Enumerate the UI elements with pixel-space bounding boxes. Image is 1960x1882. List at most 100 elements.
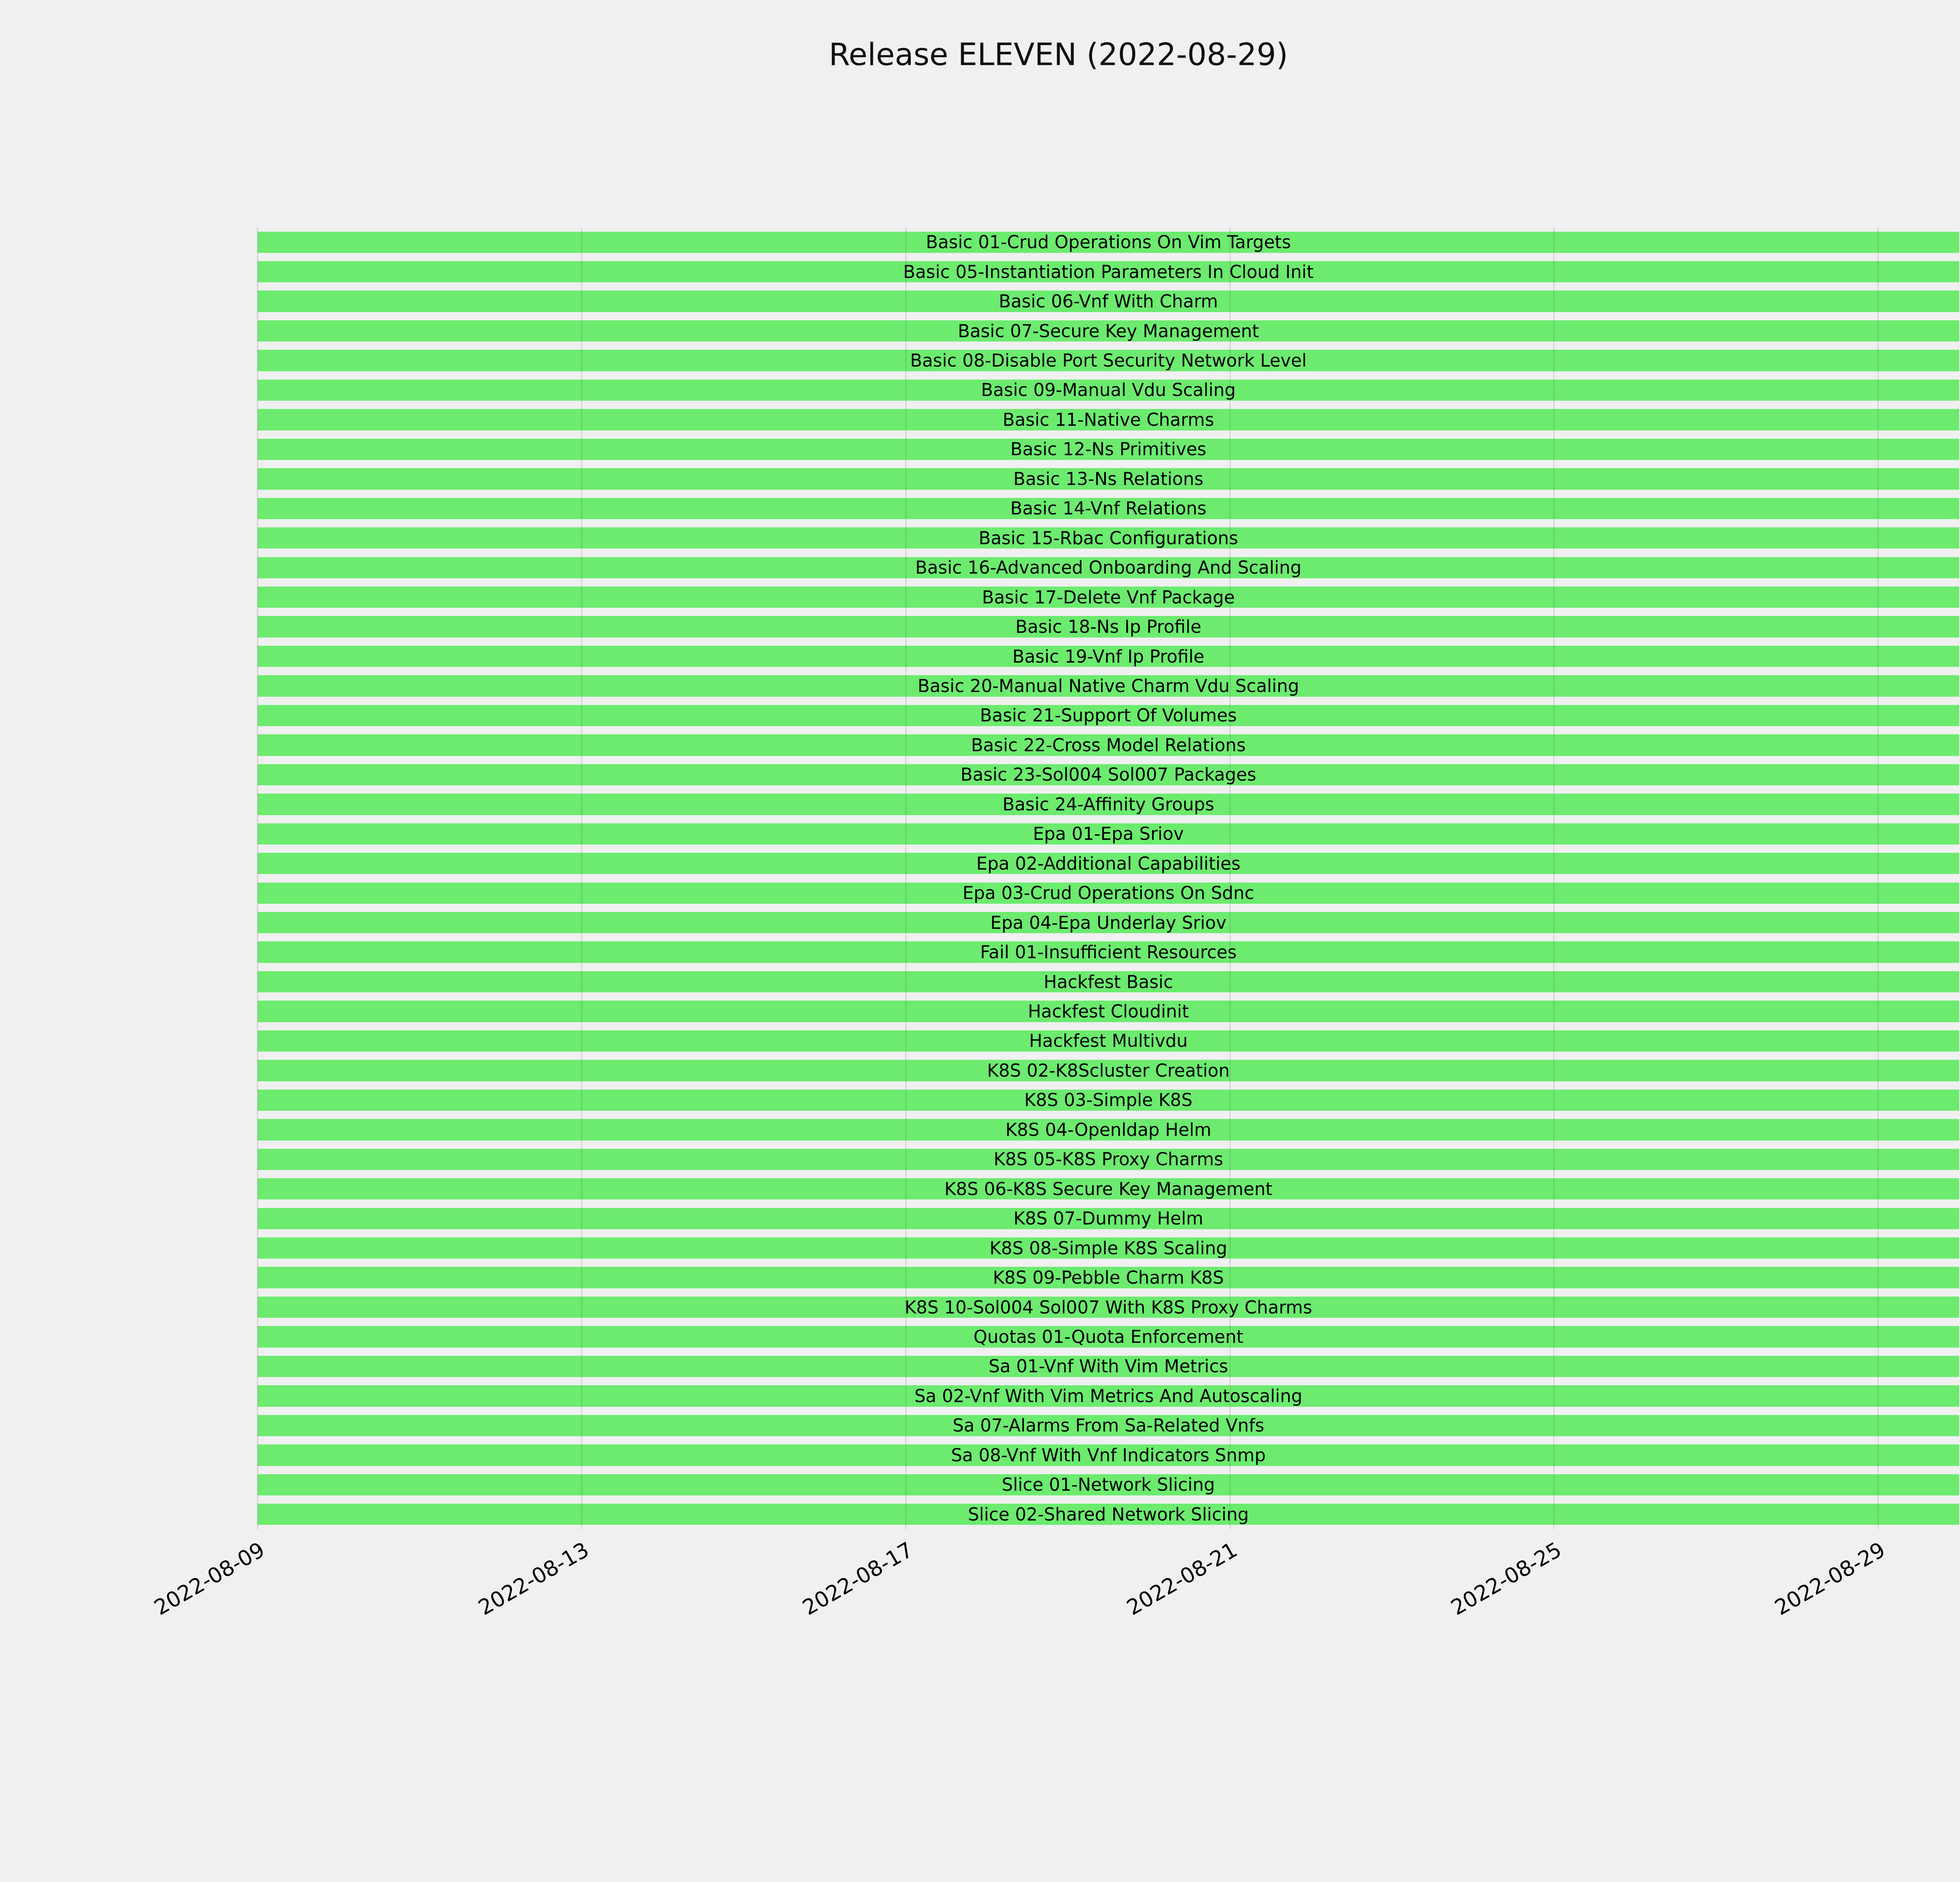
gantt-bar-label: Hackfest Basic: [1044, 971, 1173, 992]
gantt-bar: Sa 08-Vnf With Vnf Indicators Snmp: [258, 1444, 1959, 1466]
gantt-bar-label: Basic 11-Native Charms: [1002, 409, 1214, 430]
gridline-x: [581, 227, 583, 1529]
gantt-bar: K8S 09-Pebble Charm K8S: [258, 1267, 1959, 1288]
gantt-bar: Basic 19-Vnf Ip Profile: [258, 645, 1959, 667]
gantt-bar-label: Hackfest Multivdu: [1029, 1030, 1188, 1052]
gantt-bar-label: K8S 03-Simple K8S: [1024, 1090, 1193, 1111]
gantt-bar-label: Quotas 01-Quota Enforcement: [973, 1326, 1243, 1348]
x-tick-label: 2022-08-21: [1122, 1537, 1241, 1620]
gantt-bar-label: Sa 07-Alarms From Sa-Related Vnfs: [952, 1415, 1265, 1436]
gantt-bar: K8S 04-Openldap Helm: [258, 1119, 1959, 1141]
gridline-x: [257, 227, 258, 1529]
gantt-bar: Basic 09-Manual Vdu Scaling: [258, 379, 1959, 401]
gantt-bar-label: Sa 08-Vnf With Vnf Indicators Snmp: [951, 1444, 1266, 1466]
gantt-bar-label: Basic 13-Ns Relations: [1013, 468, 1203, 489]
x-tick-label: 2022-08-29: [1770, 1537, 1890, 1620]
gantt-bar: K8S 07-Dummy Helm: [258, 1208, 1959, 1229]
gantt-bar-label: Basic 01-Crud Operations On Vim Targets: [926, 232, 1291, 253]
gantt-bar-label: K8S 09-Pebble Charm K8S: [993, 1267, 1224, 1288]
gantt-bar-label: Basic 17-Delete Vnf Package: [982, 587, 1235, 608]
gantt-bar: Sa 02-Vnf With Vim Metrics And Autoscali…: [258, 1385, 1959, 1407]
gantt-bar-label: Basic 23-Sol004 Sol007 Packages: [960, 764, 1256, 785]
gantt-bar-label: K8S 10-Sol004 Sol007 With K8S Proxy Char…: [904, 1297, 1312, 1318]
x-tick-label: 2022-08-09: [150, 1537, 269, 1620]
gantt-bar: Hackfest Cloudinit: [258, 1001, 1959, 1022]
gantt-bar: Epa 02-Additional Capabilities: [258, 853, 1959, 874]
gantt-bar-label: Basic 07-Secure Key Management: [958, 320, 1259, 342]
gantt-bar-label: Basic 15-Rbac Configurations: [978, 527, 1238, 549]
gantt-bar: Basic 05-Instantiation Parameters In Clo…: [258, 261, 1959, 283]
gantt-bar-label: Basic 08-Disable Port Security Network L…: [910, 350, 1307, 371]
gantt-bar: Basic 22-Cross Model Relations: [258, 734, 1959, 756]
gantt-bar: Basic 12-Ns Primitives: [258, 438, 1959, 460]
gantt-bar: Basic 08-Disable Port Security Network L…: [258, 350, 1959, 371]
gantt-bar: K8S 10-Sol004 Sol007 With K8S Proxy Char…: [258, 1296, 1959, 1318]
gantt-bar: Basic 17-Delete Vnf Package: [258, 587, 1959, 608]
gridline-x: [1229, 227, 1231, 1529]
gantt-bar: Basic 14-Vnf Relations: [258, 498, 1959, 519]
gantt-bar: K8S 03-Simple K8S: [258, 1089, 1959, 1111]
gantt-bar: Basic 24-Affinity Groups: [258, 794, 1959, 815]
gantt-bar: Basic 23-Sol004 Sol007 Packages: [258, 764, 1959, 786]
gantt-bar: Epa 04-Epa Underlay Sriov: [258, 912, 1959, 934]
gantt-bar-label: Epa 02-Additional Capabilities: [976, 853, 1241, 874]
gantt-bar-label: Basic 12-Ns Primitives: [1010, 439, 1207, 460]
gantt-bar: Fail 01-Insufficient Resources: [258, 941, 1959, 963]
gantt-bar: K8S 06-K8S Secure Key Management: [258, 1178, 1959, 1200]
x-tick-label: 2022-08-25: [1446, 1537, 1566, 1620]
gantt-bar: Sa 07-Alarms From Sa-Related Vnfs: [258, 1415, 1959, 1437]
gantt-bar: K8S 02-K8Scluster Creation: [258, 1060, 1959, 1081]
gantt-bar: Basic 21-Support Of Volumes: [258, 705, 1959, 727]
gantt-bar-label: K8S 07-Dummy Helm: [1013, 1208, 1203, 1229]
x-tick-label: 2022-08-13: [474, 1537, 593, 1620]
gantt-bar-label: Basic 06-Vnf With Charm: [998, 291, 1218, 312]
gantt-bar-label: K8S 06-K8S Secure Key Management: [944, 1178, 1272, 1199]
gantt-bar: K8S 05-K8S Proxy Charms: [258, 1148, 1959, 1170]
gantt-bar-label: Slice 01-Network Slicing: [1002, 1474, 1215, 1495]
gantt-bar: Basic 18-Ns Ip Profile: [258, 616, 1959, 638]
gantt-bar-label: K8S 05-K8S Proxy Charms: [993, 1149, 1223, 1170]
gantt-bar: Basic 15-Rbac Configurations: [258, 527, 1959, 549]
gantt-bar-label: Basic 05-Instantiation Parameters In Clo…: [903, 261, 1314, 282]
gantt-bar: Quotas 01-Quota Enforcement: [258, 1326, 1959, 1348]
gantt-bar-label: Sa 01-Vnf With Vim Metrics: [988, 1356, 1228, 1377]
gantt-bar: Slice 02-Shared Network Slicing: [258, 1504, 1959, 1525]
gantt-bar: K8S 08-Simple K8S Scaling: [258, 1237, 1959, 1259]
gantt-bar: Basic 11-Native Charms: [258, 409, 1959, 431]
gantt-bar-label: K8S 04-Openldap Helm: [1005, 1119, 1212, 1140]
gantt-bar: Hackfest Multivdu: [258, 1030, 1959, 1052]
gantt-bar: Sa 01-Vnf With Vim Metrics: [258, 1355, 1959, 1377]
x-tick-label: 2022-08-17: [798, 1537, 917, 1620]
chart-title: Release ELEVEN (2022-08-29): [829, 37, 1288, 73]
gantt-bar-label: Epa 03-Crud Operations On Sdnc: [962, 883, 1254, 904]
gantt-bar-label: Basic 20-Manual Native Charm Vdu Scaling: [917, 676, 1299, 697]
gantt-bar-label: Basic 14-Vnf Relations: [1010, 498, 1207, 519]
plot-area: Basic 01-Crud Operations On Vim Targets B…: [257, 227, 1959, 1529]
gantt-bar-label: Basic 22-Cross Model Relations: [971, 734, 1246, 756]
gantt-bar-label: Basic 09-Manual Vdu Scaling: [981, 380, 1236, 401]
gantt-bar: Basic 20-Manual Native Charm Vdu Scaling: [258, 675, 1959, 697]
gantt-bar-label: K8S 08-Simple K8S Scaling: [989, 1237, 1227, 1259]
gantt-bar: Basic 16-Advanced Onboarding And Scaling: [258, 557, 1959, 578]
gantt-bar-label: Slice 02-Shared Network Slicing: [968, 1504, 1249, 1525]
gantt-bar-label: Sa 02-Vnf With Vim Metrics And Autoscali…: [914, 1385, 1303, 1406]
gantt-bar-label: Basic 18-Ns Ip Profile: [1015, 616, 1201, 638]
gantt-bar-label: Basic 19-Vnf Ip Profile: [1012, 646, 1205, 667]
x-axis: 2022-08-09 2022-08-13 2022-08-17 2022-08-21…: [150, 1529, 1959, 1662]
gantt-bar: Epa 01-Epa Sriov: [258, 823, 1959, 845]
gridline-x: [1877, 227, 1879, 1529]
gantt-bar-label: K8S 02-K8Scluster Creation: [987, 1060, 1230, 1081]
gantt-bar-label: Epa 01-Epa Sriov: [1033, 823, 1184, 845]
gridline-x: [905, 227, 907, 1529]
gantt-bar-label: Hackfest Cloudinit: [1028, 1001, 1189, 1022]
gantt-bar-label: Basic 24-Affinity Groups: [1002, 794, 1214, 815]
gantt-bar: Slice 01-Network Slicing: [258, 1474, 1959, 1495]
gantt-bar: Basic 07-Secure Key Management: [258, 320, 1959, 342]
gantt-bar-label: Basic 21-Support Of Volumes: [980, 705, 1237, 726]
gantt-bar: Epa 03-Crud Operations On Sdnc: [258, 882, 1959, 904]
gantt-bar: Hackfest Basic: [258, 971, 1959, 993]
gantt-bar: Basic 06-Vnf With Charm: [258, 291, 1959, 312]
gridline-x: [1553, 227, 1555, 1529]
gantt-bar: Basic 13-Ns Relations: [258, 468, 1959, 490]
